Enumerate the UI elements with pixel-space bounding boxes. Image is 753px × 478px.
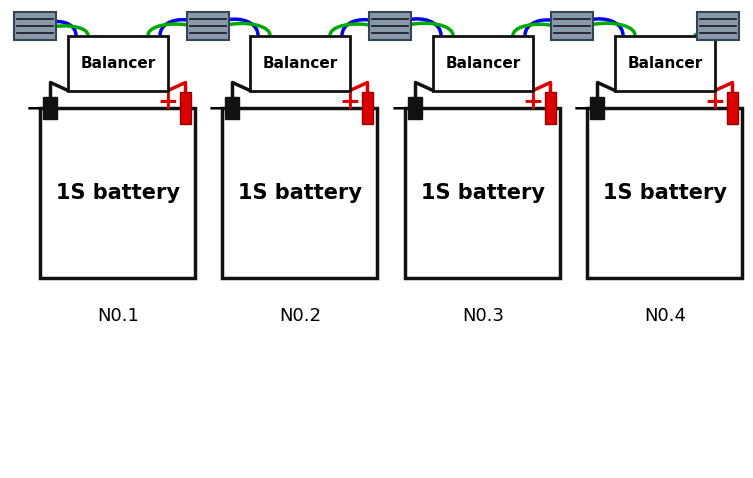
Bar: [225, 97, 239, 119]
Bar: [44, 97, 57, 119]
Bar: [545, 92, 556, 124]
Text: Balancer: Balancer: [627, 55, 703, 70]
Bar: [727, 92, 738, 124]
Bar: [68, 35, 168, 90]
Text: +: +: [157, 90, 178, 114]
Bar: [433, 35, 533, 90]
Bar: [615, 35, 715, 90]
Text: +: +: [705, 90, 725, 114]
Text: 1S battery: 1S battery: [603, 183, 727, 203]
Text: N0.2: N0.2: [279, 307, 321, 325]
Text: +: +: [523, 90, 544, 114]
Bar: [697, 12, 739, 40]
Bar: [180, 92, 191, 124]
Bar: [551, 12, 593, 40]
Bar: [362, 92, 373, 124]
Text: 1S battery: 1S battery: [56, 183, 180, 203]
Text: −: −: [572, 98, 591, 118]
Text: 1S battery: 1S battery: [238, 183, 362, 203]
Bar: [250, 35, 350, 90]
Bar: [369, 12, 411, 40]
Text: Balancer: Balancer: [445, 55, 520, 70]
Text: Balancer: Balancer: [262, 55, 337, 70]
Text: −: −: [25, 98, 44, 118]
Bar: [406, 108, 560, 278]
Text: 1S battery: 1S battery: [421, 183, 545, 203]
Text: N0.4: N0.4: [644, 307, 686, 325]
Bar: [222, 108, 377, 278]
Text: Balancer: Balancer: [81, 55, 156, 70]
Text: −: −: [390, 98, 409, 118]
Bar: [14, 12, 56, 40]
Bar: [408, 97, 422, 119]
Text: N0.3: N0.3: [462, 307, 504, 325]
Text: N0.1: N0.1: [97, 307, 139, 325]
Bar: [587, 108, 742, 278]
Bar: [187, 12, 229, 40]
Text: −: −: [207, 98, 226, 118]
Text: +: +: [340, 90, 361, 114]
Bar: [590, 97, 605, 119]
Bar: [41, 108, 196, 278]
